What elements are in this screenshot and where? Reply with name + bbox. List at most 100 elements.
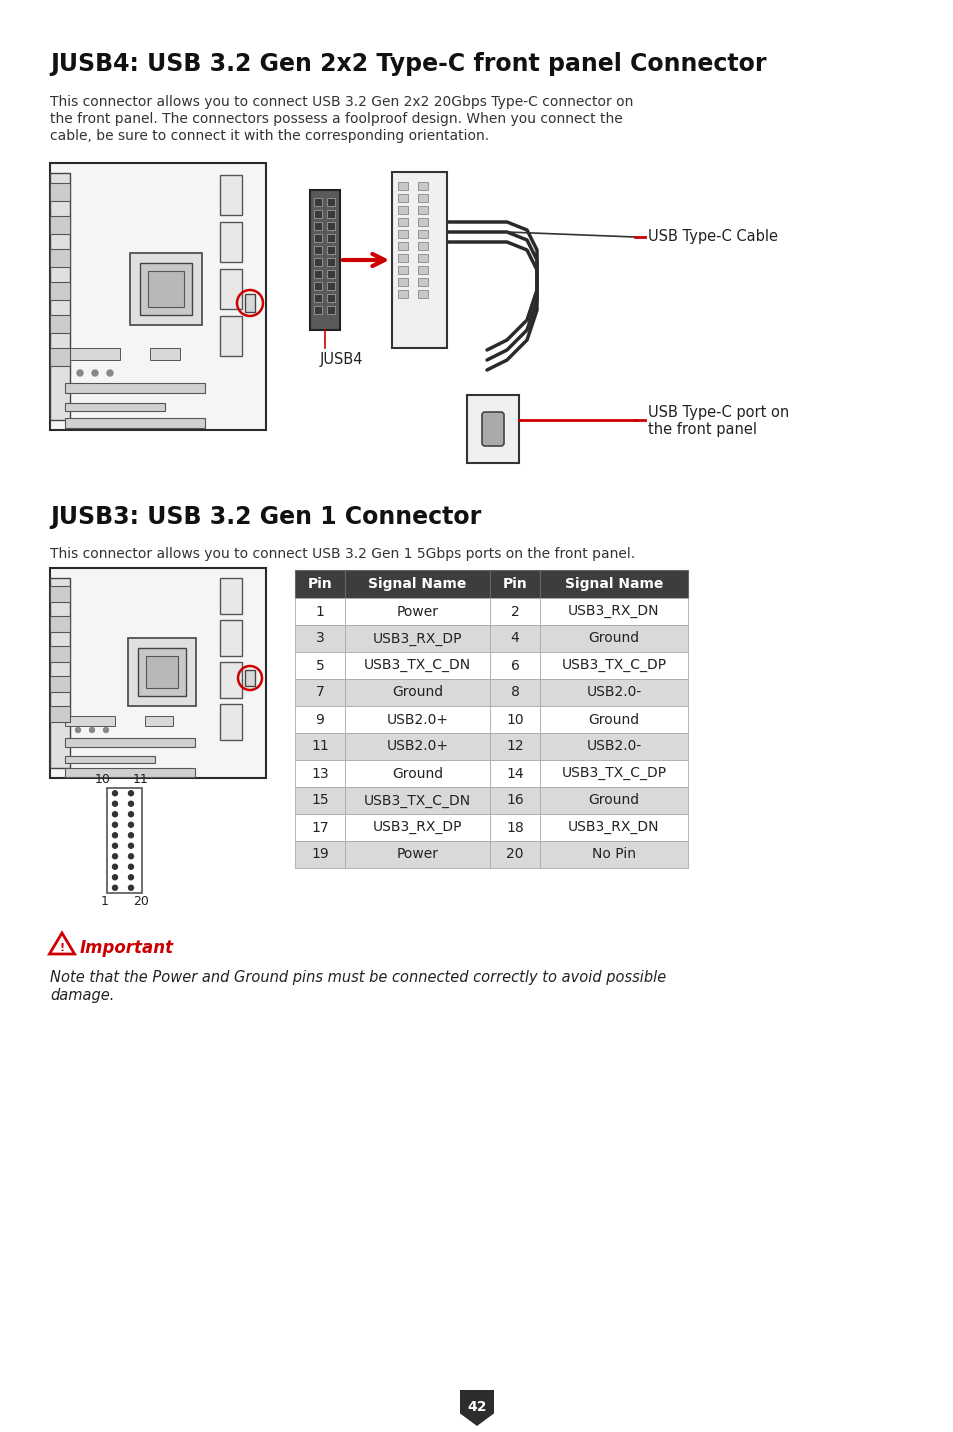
Text: 6: 6 [510,659,518,673]
Text: !: ! [59,944,65,954]
Text: USB3_TX_C_DP: USB3_TX_C_DP [561,766,666,780]
Text: 10: 10 [506,713,523,726]
Bar [539,652,687,679]
Bar [314,222,322,231]
Bar [539,813,687,841]
Circle shape [112,843,117,848]
Text: JUSB3: USB 3.2 Gen 1 Connector: JUSB3: USB 3.2 Gen 1 Connector [50,505,480,528]
Bar [327,306,335,314]
Text: Signal Name: Signal Name [564,577,662,591]
Bar [50,173,70,420]
Bar [397,182,408,190]
Bar [220,269,242,309]
Circle shape [129,875,133,879]
Bar [294,788,345,813]
Bar [397,266,408,274]
Bar [128,639,195,706]
Text: Ground: Ground [588,793,639,808]
Bar [220,705,242,740]
Bar [539,788,687,813]
Text: 5: 5 [315,659,324,673]
Bar [490,760,539,788]
Circle shape [103,727,109,733]
Bar [220,579,242,614]
Text: 13: 13 [311,766,329,780]
Bar [314,306,322,314]
Text: 11: 11 [311,739,329,753]
Bar [490,679,539,706]
Circle shape [129,843,133,848]
Bar [327,198,335,206]
Circle shape [112,790,117,796]
Text: 1: 1 [101,895,109,908]
Bar [417,193,428,202]
Text: Ground: Ground [588,713,639,726]
Text: USB Type-C Cable: USB Type-C Cable [647,229,778,245]
Text: Ground: Ground [392,686,442,699]
Text: USB2.0+: USB2.0+ [386,713,448,726]
FancyBboxPatch shape [481,412,503,445]
Bar [490,570,539,599]
Bar [50,579,70,768]
Bar [417,291,428,298]
Text: 10: 10 [95,773,111,786]
Bar [539,679,687,706]
Text: USB3_TX_C_DP: USB3_TX_C_DP [561,659,666,673]
Text: 14: 14 [506,766,523,780]
Bar [490,652,539,679]
Bar [314,233,322,242]
Text: 42: 42 [467,1400,486,1415]
Bar [397,278,408,286]
Text: Pin: Pin [307,577,332,591]
Bar [327,233,335,242]
Bar [539,599,687,624]
Bar [65,382,205,392]
Bar [345,788,490,813]
Text: 11: 11 [133,773,149,786]
Text: 2: 2 [510,604,518,619]
Bar [397,242,408,251]
Bar [392,172,447,348]
Text: USB3_TX_C_DN: USB3_TX_C_DN [363,793,471,808]
Bar [539,624,687,652]
Text: USB3_RX_DP: USB3_RX_DP [373,632,462,646]
Text: 8: 8 [510,686,518,699]
Circle shape [112,865,117,869]
Circle shape [129,865,133,869]
Bar [294,760,345,788]
Bar [417,253,428,262]
Text: 12: 12 [506,739,523,753]
Bar [150,348,180,359]
Text: 1: 1 [315,604,324,619]
Text: USB3_RX_DP: USB3_RX_DP [373,821,462,835]
Circle shape [112,875,117,879]
Bar [397,253,408,262]
Circle shape [129,790,133,796]
Bar [345,841,490,868]
Bar [107,788,142,894]
Bar [65,418,205,428]
Bar [345,624,490,652]
Bar [417,242,428,251]
Bar [294,841,345,868]
Bar [50,348,70,367]
Bar [327,271,335,278]
Bar [50,569,266,778]
Text: 9: 9 [315,713,324,726]
Bar [417,266,428,274]
Circle shape [112,822,117,828]
Text: JUSB4: USB 3.2 Gen 2x2 Type-C front panel Connector: JUSB4: USB 3.2 Gen 2x2 Type-C front pane… [50,52,765,76]
Bar [294,570,345,599]
Circle shape [107,369,112,377]
Bar [345,570,490,599]
Text: 16: 16 [506,793,523,808]
Bar [345,599,490,624]
Text: USB Type-C port on: USB Type-C port on [647,405,788,420]
Bar [539,760,687,788]
Bar [294,679,345,706]
Bar [220,316,242,357]
Circle shape [112,812,117,816]
Text: USB2.0-: USB2.0- [586,686,641,699]
Bar [294,706,345,733]
Bar [417,231,428,238]
